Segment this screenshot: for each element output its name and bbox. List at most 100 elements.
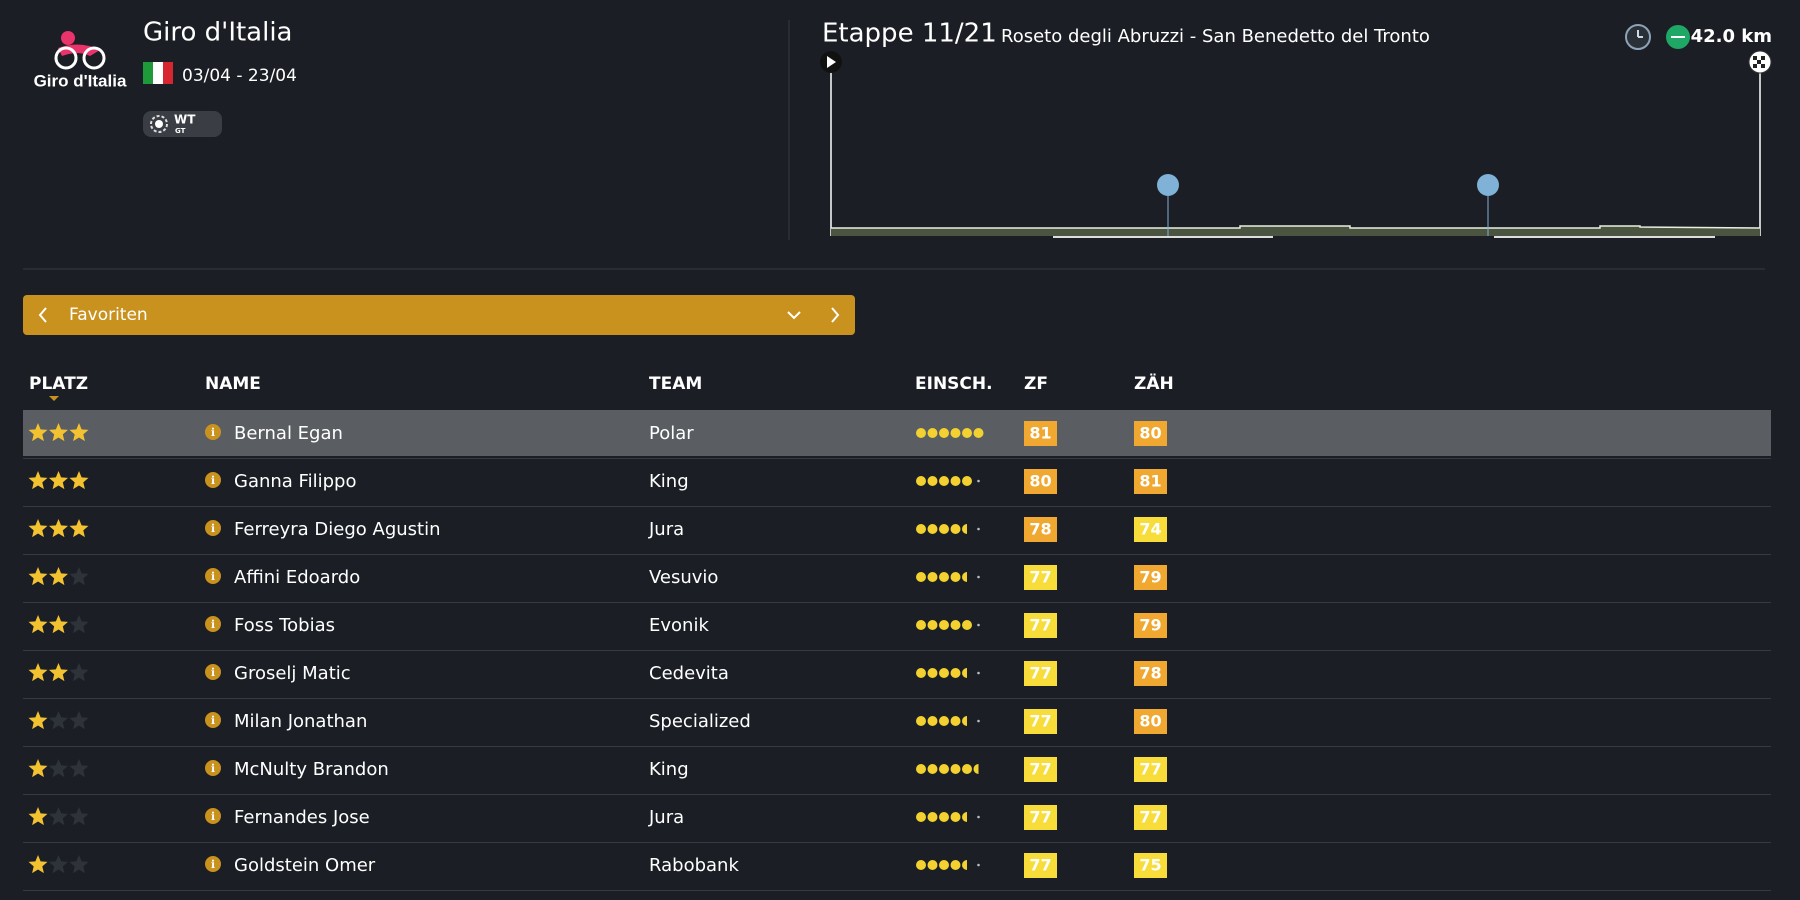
dot — [950, 620, 961, 630]
dot — [916, 620, 926, 630]
filter-dropdown[interactable] — [787, 311, 801, 320]
rider-name[interactable]: Groselj Matic — [234, 663, 351, 684]
race-title: Giro d'Italia — [143, 18, 293, 48]
dot — [950, 860, 961, 870]
dot — [916, 524, 926, 534]
info-icon[interactable] — [205, 712, 221, 728]
dot — [916, 572, 926, 582]
info-i: ℹ — [211, 426, 215, 439]
info-i: ℹ — [211, 618, 215, 631]
star — [28, 759, 48, 778]
dot — [973, 428, 984, 438]
info-icon[interactable] — [205, 424, 221, 440]
dot — [939, 476, 949, 486]
info-icon[interactable] — [205, 472, 221, 488]
info-icon[interactable] — [205, 568, 221, 584]
stat-value: 80 — [1139, 424, 1161, 443]
dot — [939, 860, 949, 870]
dot — [927, 428, 938, 438]
star — [69, 807, 89, 826]
stat-box — [1024, 517, 1057, 542]
info-i: ℹ — [211, 474, 215, 487]
column-header[interactable]: TEAM — [649, 374, 702, 394]
empty-dot — [977, 671, 980, 675]
stage-label: Etappe 11/21 — [822, 19, 997, 49]
info-icon[interactable] — [205, 616, 221, 632]
half-dot — [962, 812, 967, 822]
half-dot — [962, 860, 967, 870]
dot — [950, 764, 961, 774]
rider-name[interactable]: Fernandes Jose — [234, 807, 370, 828]
stat-value: 77 — [1029, 616, 1051, 635]
assessment-dots — [916, 524, 980, 534]
empty-dot — [977, 815, 980, 819]
assessment-dots — [916, 620, 980, 630]
rider-name[interactable]: Ganna Filippo — [234, 471, 356, 492]
empty-dot — [977, 575, 980, 579]
star-rating — [28, 615, 89, 634]
stat-value: 77 — [1029, 712, 1051, 731]
rider-name[interactable]: Affini Edoardo — [234, 567, 360, 588]
filter-bar[interactable] — [23, 295, 855, 335]
rider-name[interactable]: Foss Tobias — [234, 615, 335, 636]
dot — [927, 764, 938, 774]
selected-row — [23, 410, 1771, 456]
stat-value: 74 — [1139, 520, 1161, 539]
dot — [962, 764, 972, 774]
star — [28, 471, 48, 490]
stage-route: Roseto degli Abruzzi - San Benedetto del… — [1001, 26, 1430, 47]
info-icon[interactable] — [205, 856, 221, 872]
half-dot — [962, 668, 967, 678]
star — [49, 567, 68, 586]
column-header[interactable]: PLATZ — [29, 374, 88, 394]
stat-box — [1134, 709, 1167, 734]
info-icon[interactable] — [205, 760, 221, 776]
team-name: Evonik — [649, 615, 709, 636]
filter-next[interactable] — [831, 307, 840, 323]
empty-dot — [977, 863, 980, 867]
dot — [939, 716, 949, 726]
stage-profile — [820, 50, 1772, 238]
star — [69, 759, 89, 778]
info-icon[interactable] — [205, 664, 221, 680]
rider-name[interactable]: Goldstein Omer — [234, 855, 376, 876]
assessment-dots — [916, 668, 980, 678]
stat-box — [1024, 805, 1057, 830]
column-header[interactable]: NAME — [205, 374, 261, 394]
star — [49, 807, 68, 826]
dot — [962, 620, 972, 630]
star-rating — [28, 471, 89, 490]
dot — [950, 572, 961, 582]
stat-value: 77 — [1139, 760, 1161, 779]
dot — [916, 812, 926, 822]
info-icon[interactable] — [205, 808, 221, 824]
stat-value: 77 — [1029, 568, 1051, 587]
star — [49, 855, 68, 874]
stat-value: 79 — [1139, 568, 1161, 587]
assessment-dots — [916, 476, 980, 486]
stat-box — [1024, 469, 1057, 494]
info-icon[interactable] — [205, 520, 221, 536]
rider-name[interactable]: Ferreyra Diego Agustin — [234, 519, 441, 540]
stat-box — [1024, 757, 1057, 782]
stat-box — [1134, 661, 1167, 686]
rider-name[interactable]: Milan Jonathan — [234, 711, 367, 732]
badge-wt: WT — [174, 113, 196, 127]
column-header[interactable]: EINSCH. — [915, 374, 993, 394]
rider-name[interactable]: Bernal Egan — [234, 423, 343, 444]
dot — [939, 428, 949, 438]
star-rating — [28, 423, 89, 442]
dot — [916, 476, 926, 486]
rider-name[interactable]: McNulty Brandon — [234, 759, 389, 780]
star — [49, 663, 68, 682]
column-header[interactable]: ZF — [1024, 374, 1048, 394]
dot — [939, 620, 949, 630]
column-header[interactable]: ZÄH — [1134, 372, 1174, 394]
stat-value: 78 — [1139, 664, 1161, 683]
dot — [927, 716, 938, 726]
filter-prev[interactable] — [38, 307, 47, 323]
dot — [939, 668, 949, 678]
stat-value: 77 — [1029, 856, 1051, 875]
stat-box — [1134, 805, 1167, 830]
